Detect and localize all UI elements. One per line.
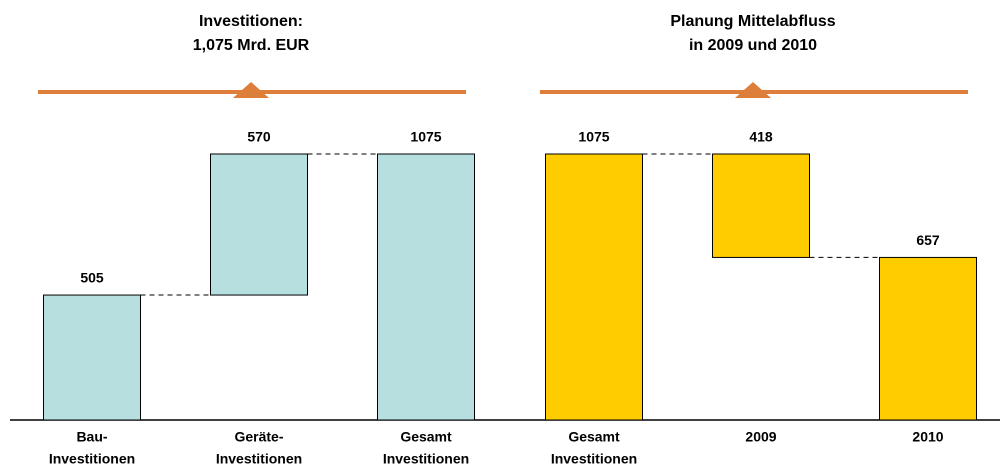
x-tick-label: Geräte- xyxy=(234,429,283,445)
bar xyxy=(210,153,308,296)
chart-title: in 2009 und 2010 xyxy=(689,37,817,54)
x-tick-label: Bau- xyxy=(76,429,107,445)
chart-title: 1,075 Mrd. EUR xyxy=(193,37,310,54)
x-tick-label: Gesamt xyxy=(568,429,620,445)
x-tick-label: Investitionen xyxy=(216,451,302,467)
value-label: 657 xyxy=(916,232,940,248)
x-tick-label: Gesamt xyxy=(400,429,452,445)
title-pointer xyxy=(735,82,771,98)
bar xyxy=(712,153,810,258)
x-tick-label: 2010 xyxy=(912,429,943,445)
bar xyxy=(879,256,977,421)
x-tick-label: Investitionen xyxy=(49,451,135,467)
value-label: 1075 xyxy=(410,129,441,145)
value-label: 570 xyxy=(247,129,271,145)
x-tick-label: Investitionen xyxy=(383,451,469,467)
x-tick-label: Investitionen xyxy=(551,451,637,467)
value-label: 505 xyxy=(80,270,104,286)
chart-title: Planung Mittelabfluss xyxy=(670,13,835,30)
value-label: 418 xyxy=(749,129,773,145)
value-label: 1075 xyxy=(578,129,609,145)
x-tick-label: 2009 xyxy=(745,429,776,445)
bar xyxy=(377,153,475,421)
bar xyxy=(545,153,643,421)
bar xyxy=(43,294,141,421)
title-pointer xyxy=(233,82,269,98)
chart-title: Investitionen: xyxy=(199,13,303,30)
